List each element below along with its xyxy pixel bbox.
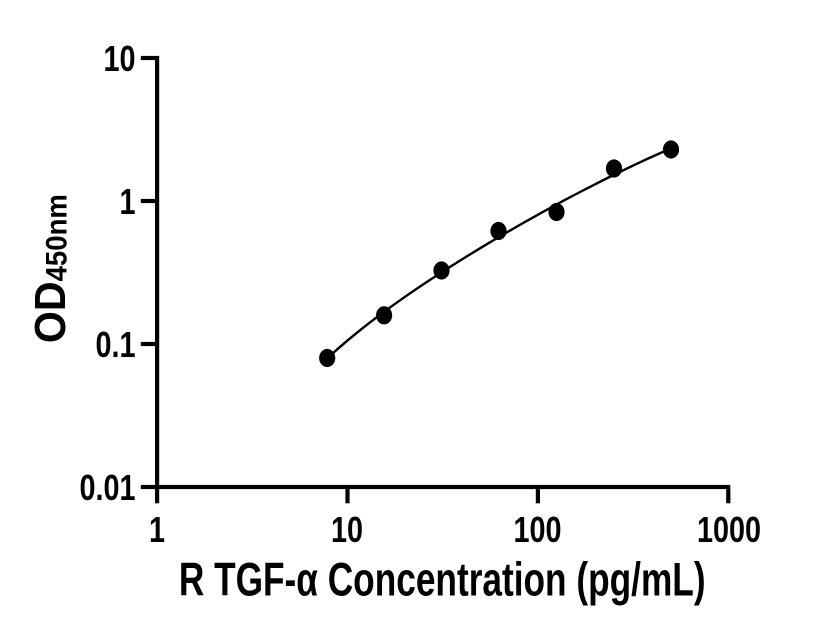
svg-text:1: 1	[149, 509, 165, 550]
svg-text:0.1: 0.1	[95, 324, 135, 365]
svg-text:100: 100	[513, 509, 561, 550]
svg-text:10: 10	[103, 38, 135, 79]
svg-text:0.01: 0.01	[79, 467, 135, 508]
svg-text:R TGF-α Concentration (pg/mL): R TGF-α Concentration (pg/mL)	[179, 552, 706, 605]
svg-text:1: 1	[119, 181, 135, 222]
svg-text:1000: 1000	[697, 509, 761, 550]
svg-text:10: 10	[331, 509, 363, 550]
